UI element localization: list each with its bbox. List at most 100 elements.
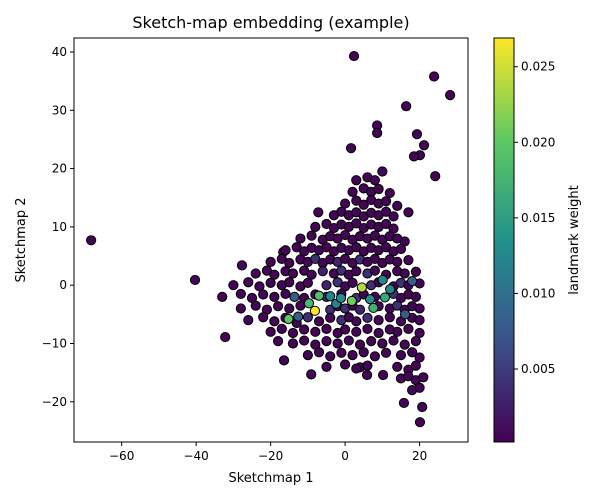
data-point: [358, 199, 369, 210]
data-point: [340, 324, 351, 335]
data-point: [414, 327, 425, 339]
data-point: [346, 295, 357, 307]
data-point: [351, 175, 362, 186]
data-point: [332, 338, 343, 349]
data-point: [414, 417, 426, 428]
data-point: [269, 269, 280, 280]
data-point: [336, 347, 347, 358]
colorbar-tick-label: 0.010: [521, 286, 555, 300]
data-point: [384, 187, 395, 199]
data-point: [351, 326, 362, 337]
data-point: [217, 291, 228, 302]
data-point: [354, 304, 366, 315]
data-point: [347, 186, 358, 198]
data-point: [235, 303, 246, 314]
data-point: [220, 331, 231, 343]
data-point: [403, 323, 414, 335]
data-point: [377, 369, 389, 381]
data-point: [366, 336, 377, 347]
data-point: [379, 292, 391, 303]
data-point: [418, 140, 430, 151]
data-point: [403, 255, 414, 266]
colorbar: [493, 37, 515, 443]
data-point: [388, 335, 399, 346]
data-point: [243, 277, 254, 288]
data-point: [373, 183, 384, 195]
colorbar-axis: 0.005 0.010 0.015 0.020 0.025: [514, 60, 555, 376]
data-point: [418, 372, 429, 383]
data-point: [417, 401, 428, 413]
y-tick-label: −20: [42, 395, 67, 409]
data-point: [414, 382, 425, 393]
data-point: [313, 290, 325, 301]
data-point: [348, 50, 360, 62]
data-point: [272, 336, 284, 347]
data-point: [269, 291, 280, 302]
data-point: [250, 268, 261, 279]
data-point: [310, 221, 321, 232]
data-point: [410, 266, 421, 277]
data-point: [410, 291, 421, 302]
data-point: [189, 274, 201, 286]
data-point: [317, 266, 328, 277]
data-point: [284, 257, 295, 269]
data-point: [321, 280, 332, 291]
data-point: [362, 360, 373, 371]
data-point: [369, 351, 380, 362]
data-point: [408, 151, 420, 162]
data-point: [235, 288, 246, 300]
data-point: [395, 350, 407, 361]
colorbar-tick-label: 0.025: [521, 60, 555, 74]
data-point: [250, 300, 261, 311]
data-point: [388, 211, 399, 222]
data-point: [284, 303, 295, 314]
data-point: [299, 335, 310, 346]
data-point: [284, 277, 295, 288]
data-point: [258, 289, 269, 300]
data-point: [289, 291, 300, 302]
data-point: [356, 282, 367, 293]
data-point: [380, 347, 392, 358]
data-point: [384, 312, 395, 323]
data-point: [283, 313, 294, 325]
data-point: [385, 284, 396, 295]
y-tick-label: 0: [59, 278, 67, 292]
data-point: [228, 280, 239, 291]
x-tick-label: 0: [341, 449, 349, 463]
data-point: [395, 243, 407, 255]
data-point: [407, 275, 418, 287]
data-point: [414, 315, 425, 326]
data-point: [287, 338, 299, 349]
data-point: [392, 200, 403, 211]
y-axis-label: Sketchmap 2: [14, 197, 29, 282]
data-point: [410, 360, 421, 371]
colorbar-tick-label: 0.020: [521, 135, 555, 149]
data-point: [414, 352, 425, 363]
data-point: [410, 336, 421, 347]
colorbar-tick-label: 0.015: [521, 211, 555, 225]
x-tick-label: −20: [258, 449, 283, 463]
data-point: [347, 277, 358, 288]
data-point: [411, 129, 423, 140]
data-point: [369, 175, 380, 186]
data-point: [398, 397, 410, 409]
data-point: [373, 315, 384, 326]
data-point: [313, 316, 325, 327]
data-point: [295, 300, 306, 311]
data-point: [272, 301, 284, 312]
data-point: [380, 206, 392, 217]
data-point: [340, 229, 351, 241]
data-point: [321, 336, 332, 347]
data-point: [265, 277, 276, 288]
data-point: [310, 326, 321, 337]
x-tick-label: −40: [183, 449, 208, 463]
data-point: [340, 359, 351, 370]
data-point: [325, 351, 336, 362]
data-point: [265, 256, 276, 267]
data-point: [278, 355, 290, 366]
data-point: [399, 339, 410, 350]
data-point: [280, 245, 291, 256]
data-point: [287, 327, 299, 339]
x-axis-label: Sketchmap 1: [228, 471, 313, 486]
